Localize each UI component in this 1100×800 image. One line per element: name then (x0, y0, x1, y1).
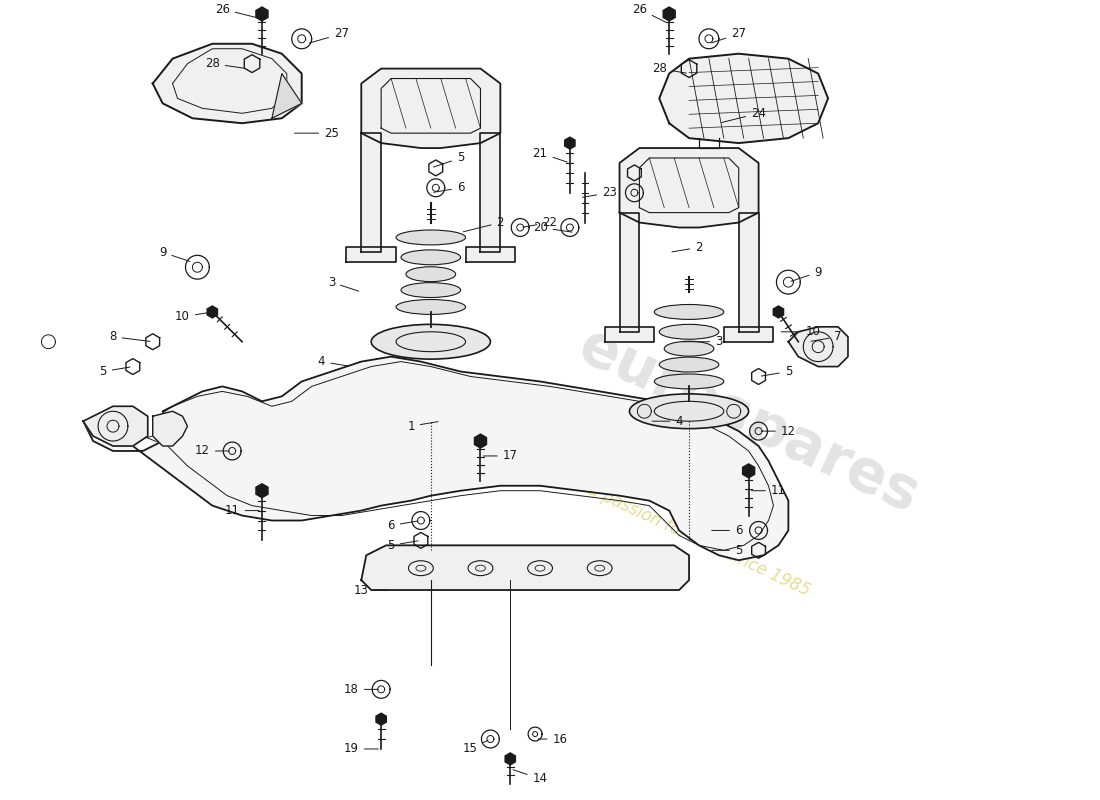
Polygon shape (481, 133, 500, 252)
Polygon shape (724, 327, 773, 342)
Polygon shape (361, 69, 500, 148)
Polygon shape (153, 411, 187, 446)
Text: 1: 1 (407, 420, 438, 433)
Text: 5: 5 (761, 365, 792, 378)
Text: 2: 2 (672, 241, 703, 254)
Ellipse shape (396, 299, 465, 314)
Text: 27: 27 (712, 27, 746, 43)
Text: 13: 13 (354, 583, 388, 597)
Text: 5: 5 (99, 365, 130, 378)
Polygon shape (256, 7, 268, 21)
Polygon shape (465, 247, 515, 262)
Polygon shape (619, 148, 759, 227)
Ellipse shape (654, 374, 724, 389)
Ellipse shape (402, 282, 461, 298)
Polygon shape (256, 484, 268, 498)
Text: 6: 6 (433, 182, 464, 194)
Text: 23: 23 (583, 186, 617, 199)
Text: 9: 9 (158, 246, 190, 262)
Text: 4: 4 (652, 414, 683, 428)
Polygon shape (564, 137, 575, 149)
Text: 26: 26 (631, 2, 667, 22)
Text: 6: 6 (387, 519, 418, 532)
Polygon shape (773, 306, 783, 318)
Polygon shape (659, 54, 828, 143)
Text: 3: 3 (328, 276, 359, 291)
Text: 10: 10 (781, 326, 821, 338)
Text: 14: 14 (513, 770, 548, 786)
Polygon shape (474, 434, 486, 448)
Text: a passion for cars since 1985: a passion for cars since 1985 (585, 481, 813, 600)
Ellipse shape (402, 250, 461, 265)
Text: 16: 16 (538, 733, 568, 746)
Ellipse shape (371, 324, 491, 359)
Text: 27: 27 (309, 27, 349, 43)
Text: 25: 25 (295, 126, 339, 140)
Text: 26: 26 (214, 2, 260, 18)
Text: 6: 6 (712, 524, 743, 537)
Text: 7: 7 (811, 330, 842, 343)
Text: 5: 5 (433, 151, 464, 167)
Text: 10: 10 (175, 310, 210, 323)
Polygon shape (346, 247, 396, 262)
Text: 4: 4 (318, 355, 349, 368)
Text: 18: 18 (344, 683, 378, 696)
Polygon shape (153, 44, 301, 123)
Polygon shape (361, 546, 689, 590)
Ellipse shape (406, 266, 455, 282)
Text: 2: 2 (463, 216, 504, 232)
Text: 17: 17 (483, 450, 518, 462)
Text: 12: 12 (195, 445, 230, 458)
Text: 5: 5 (387, 539, 418, 552)
Text: 15: 15 (463, 740, 488, 755)
Text: 5: 5 (712, 544, 743, 557)
Ellipse shape (396, 230, 465, 245)
Ellipse shape (654, 305, 724, 319)
Text: 20: 20 (532, 221, 572, 234)
Text: eurospares: eurospares (570, 318, 928, 525)
Ellipse shape (664, 342, 714, 356)
Text: 28: 28 (205, 57, 244, 70)
Polygon shape (505, 753, 516, 765)
Text: 19: 19 (344, 742, 378, 755)
Polygon shape (376, 713, 386, 725)
Text: 22: 22 (522, 216, 558, 229)
Polygon shape (361, 133, 382, 252)
Polygon shape (272, 74, 301, 118)
Text: 9: 9 (791, 266, 822, 282)
Polygon shape (605, 327, 654, 342)
Ellipse shape (659, 357, 718, 372)
Text: 28: 28 (652, 62, 686, 75)
Ellipse shape (629, 394, 749, 429)
Polygon shape (84, 406, 147, 446)
Text: 24: 24 (722, 106, 766, 122)
Text: 3: 3 (682, 335, 723, 348)
Text: 11: 11 (224, 504, 260, 517)
Polygon shape (207, 306, 218, 318)
Text: 21: 21 (532, 146, 568, 162)
Polygon shape (84, 357, 789, 560)
Polygon shape (739, 213, 759, 332)
Text: 12: 12 (761, 425, 796, 438)
Polygon shape (742, 464, 755, 478)
Text: 11: 11 (751, 484, 785, 498)
Text: 8: 8 (109, 330, 150, 343)
Polygon shape (789, 327, 848, 366)
Ellipse shape (659, 324, 718, 339)
Polygon shape (619, 213, 639, 332)
Polygon shape (663, 7, 675, 21)
